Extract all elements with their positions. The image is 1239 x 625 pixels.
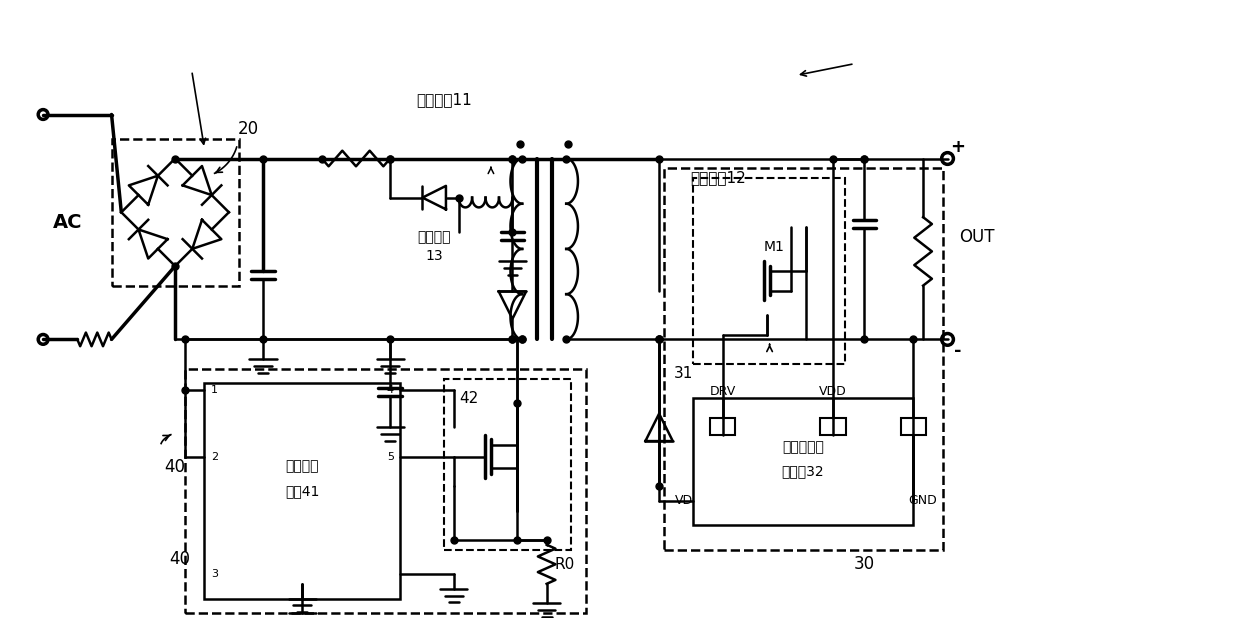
Bar [820, 418, 846, 435]
Bar [185, 369, 586, 613]
Bar [694, 398, 913, 525]
Text: 次级绕组12: 次级绕组12 [690, 171, 746, 186]
Text: OUT: OUT [959, 228, 995, 246]
Text: 初级绕组11: 初级绕组11 [416, 92, 472, 108]
Text: 31: 31 [674, 366, 694, 381]
Bar [694, 178, 845, 364]
Text: 助芯片32: 助芯片32 [782, 464, 824, 478]
Bar [444, 379, 571, 549]
Text: VDD: VDD [819, 385, 847, 398]
Text: 5: 5 [387, 452, 394, 462]
Text: 20: 20 [238, 120, 259, 138]
Text: 40: 40 [170, 551, 191, 568]
Text: 42: 42 [458, 391, 478, 406]
Text: 40: 40 [165, 458, 186, 476]
Text: 3: 3 [211, 569, 218, 579]
Bar [901, 418, 926, 435]
Bar [112, 139, 239, 286]
Text: 初级控制: 初级控制 [285, 459, 318, 474]
Text: 2: 2 [211, 452, 218, 462]
Text: GND: GND [908, 494, 938, 508]
Text: DRV: DRV [710, 385, 736, 398]
Bar [204, 383, 400, 599]
Text: 30: 30 [854, 555, 875, 573]
Text: AC: AC [53, 213, 82, 231]
Text: M1: M1 [764, 239, 786, 254]
Bar [664, 168, 943, 549]
Text: +: + [950, 138, 965, 156]
Text: VD: VD [674, 494, 693, 508]
Text: 4: 4 [387, 385, 394, 395]
Text: 同步整流辅: 同步整流辅 [782, 440, 824, 454]
Bar [710, 418, 736, 435]
Text: -: - [954, 342, 961, 360]
Text: 13: 13 [425, 249, 444, 263]
Text: R0: R0 [554, 557, 575, 572]
Text: 芯片41: 芯片41 [285, 484, 320, 498]
Text: 辅助绕组: 辅助绕组 [418, 230, 451, 244]
Text: 1: 1 [211, 385, 218, 395]
